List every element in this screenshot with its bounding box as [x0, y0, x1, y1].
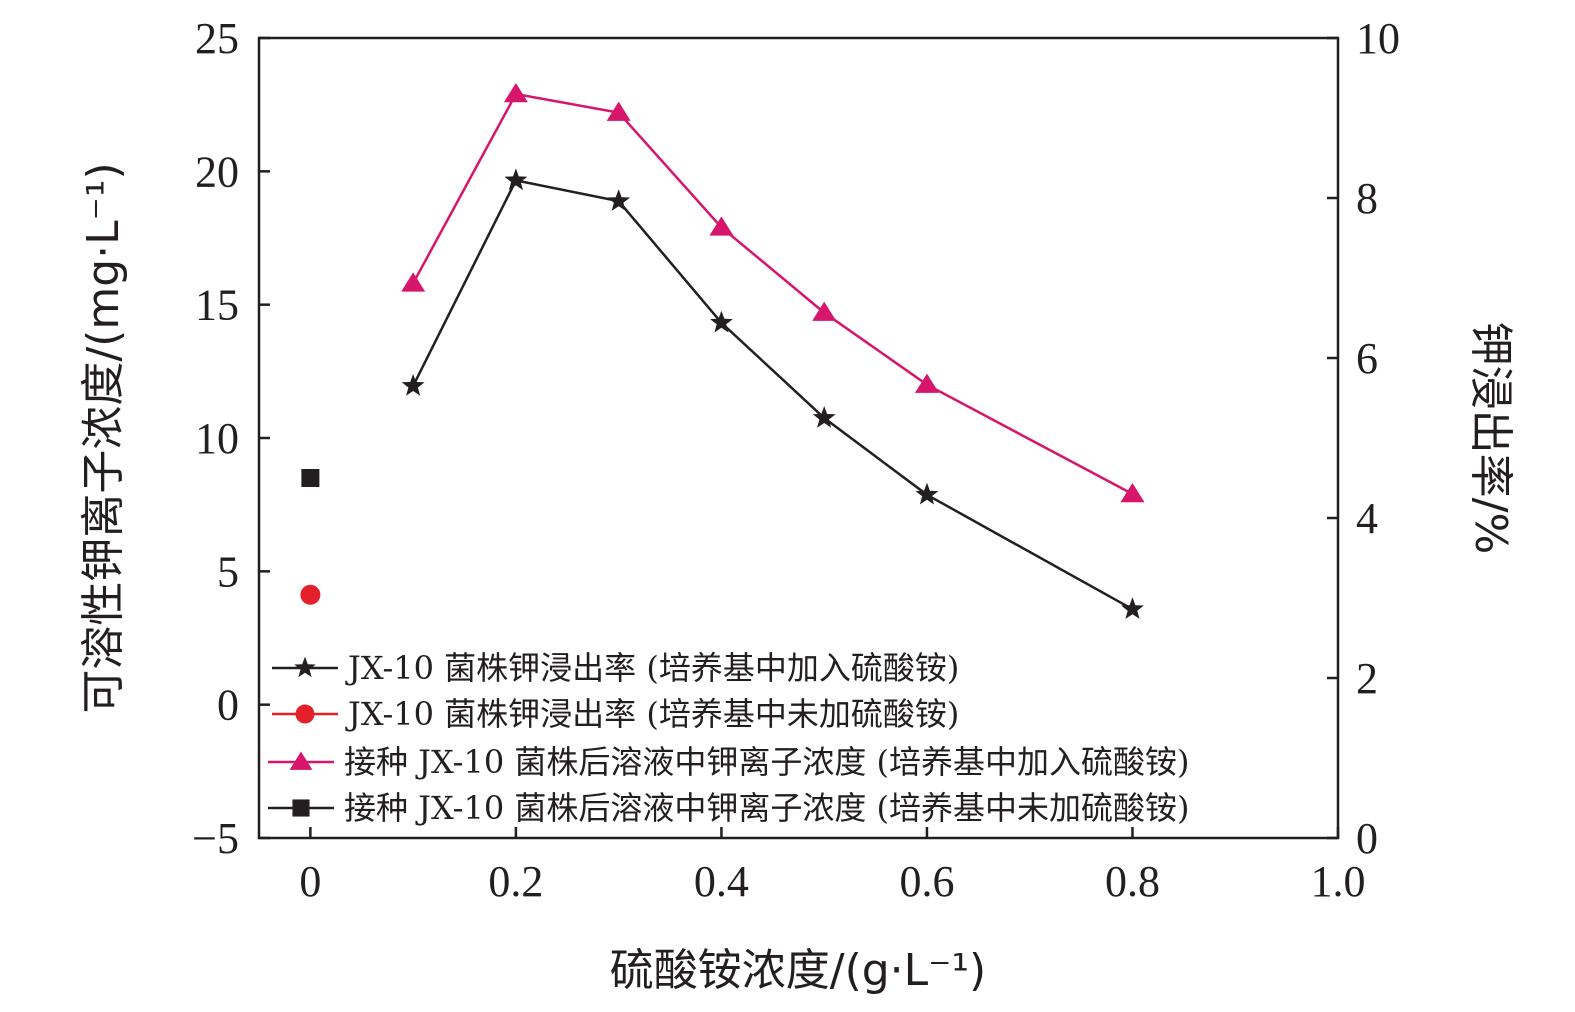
- series-3-line: [412, 92, 1134, 496]
- series-1-point: [812, 406, 836, 428]
- y-right-tick-label: 6: [1356, 334, 1378, 383]
- legend-label: 接种 JX-10 菌株后溶液中钾离子浓度 (培养基中未加硫酸铵): [344, 789, 1190, 827]
- x-tick-label: 0.4: [694, 857, 749, 906]
- y-left-tick-label: 15: [195, 281, 239, 330]
- y-left-tick-label: 10: [195, 414, 239, 463]
- legend-marker: [292, 799, 310, 817]
- series-3-point: [709, 216, 734, 236]
- series-layer: [300, 83, 1145, 619]
- y-left-tick-label: 0: [217, 681, 239, 730]
- legend-label: JX-10 菌株钾浸出率 (培养基中未加硫酸铵): [345, 695, 959, 733]
- x-tick-label: 1.0: [1311, 857, 1366, 906]
- y-left-tick-label: 20: [195, 147, 239, 196]
- y-right-axis-title: 钾浸出率/%: [1465, 322, 1516, 555]
- series-3-point: [606, 101, 631, 121]
- series-3-point: [1120, 483, 1145, 503]
- y-right-tick-label: 0: [1356, 814, 1378, 863]
- legend: JX-10 菌株钾浸出率 (培养基中加入硫酸铵) JX-10 菌株钾浸出率 (培养…: [268, 649, 1190, 827]
- x-axis-title: 硫酸铵浓度/(g·L⁻¹): [610, 945, 986, 996]
- series-3: [401, 83, 1145, 503]
- y-right-axis-ticks: 0 2 4 6 8 10: [1327, 14, 1400, 863]
- series-3-point: [401, 272, 426, 292]
- series-1: [401, 168, 1144, 619]
- legend-label: JX-10 菌株钾浸出率 (培养基中加入硫酸铵): [345, 649, 959, 687]
- x-tick-label: 0.2: [488, 857, 543, 906]
- series-1-point: [710, 310, 733, 333]
- series-3-point: [914, 373, 939, 393]
- series-3-point: [503, 83, 528, 103]
- legend-marker: [289, 751, 313, 770]
- series-1-point: [401, 374, 425, 396]
- x-axis-ticks: 0 0.2 0.4 0.6 0.8 1.0: [299, 827, 1366, 906]
- series-4: [301, 469, 320, 487]
- x-tick-label: 0: [299, 857, 321, 906]
- y-right-tick-label: 10: [1356, 14, 1400, 63]
- x-tick-label: 0.6: [899, 857, 954, 906]
- series-1-point: [1121, 597, 1144, 619]
- y-left-tick-label: 25: [195, 14, 239, 63]
- series-2-point: [300, 584, 321, 605]
- series-3-point: [812, 301, 837, 321]
- y-left-tick-label: 5: [217, 547, 239, 596]
- legend-marker: [294, 656, 316, 678]
- legend-label: 接种 JX-10 菌株后溶液中钾离子浓度 (培养基中加入硫酸铵): [344, 743, 1190, 781]
- series-1-point: [504, 168, 528, 191]
- series-1-point: [607, 189, 631, 211]
- legend-marker: [295, 704, 315, 724]
- series-1-point: [915, 482, 939, 505]
- y-left-axis-ticks: −5 0 5 10 15 20 25: [192, 14, 270, 863]
- series-4-point: [301, 469, 320, 487]
- series-1-line: [411, 178, 1134, 611]
- y-right-tick-label: 4: [1356, 494, 1378, 543]
- y-right-tick-label: 2: [1356, 654, 1378, 703]
- x-tick-label: 0.8: [1105, 857, 1160, 906]
- y-right-tick-label: 8: [1356, 174, 1378, 223]
- series-2: [300, 584, 321, 605]
- y-left-axis-title: 可溶性钾离子浓度/(mg·L⁻¹): [78, 162, 129, 713]
- y-left-tick-label: −5: [192, 814, 239, 863]
